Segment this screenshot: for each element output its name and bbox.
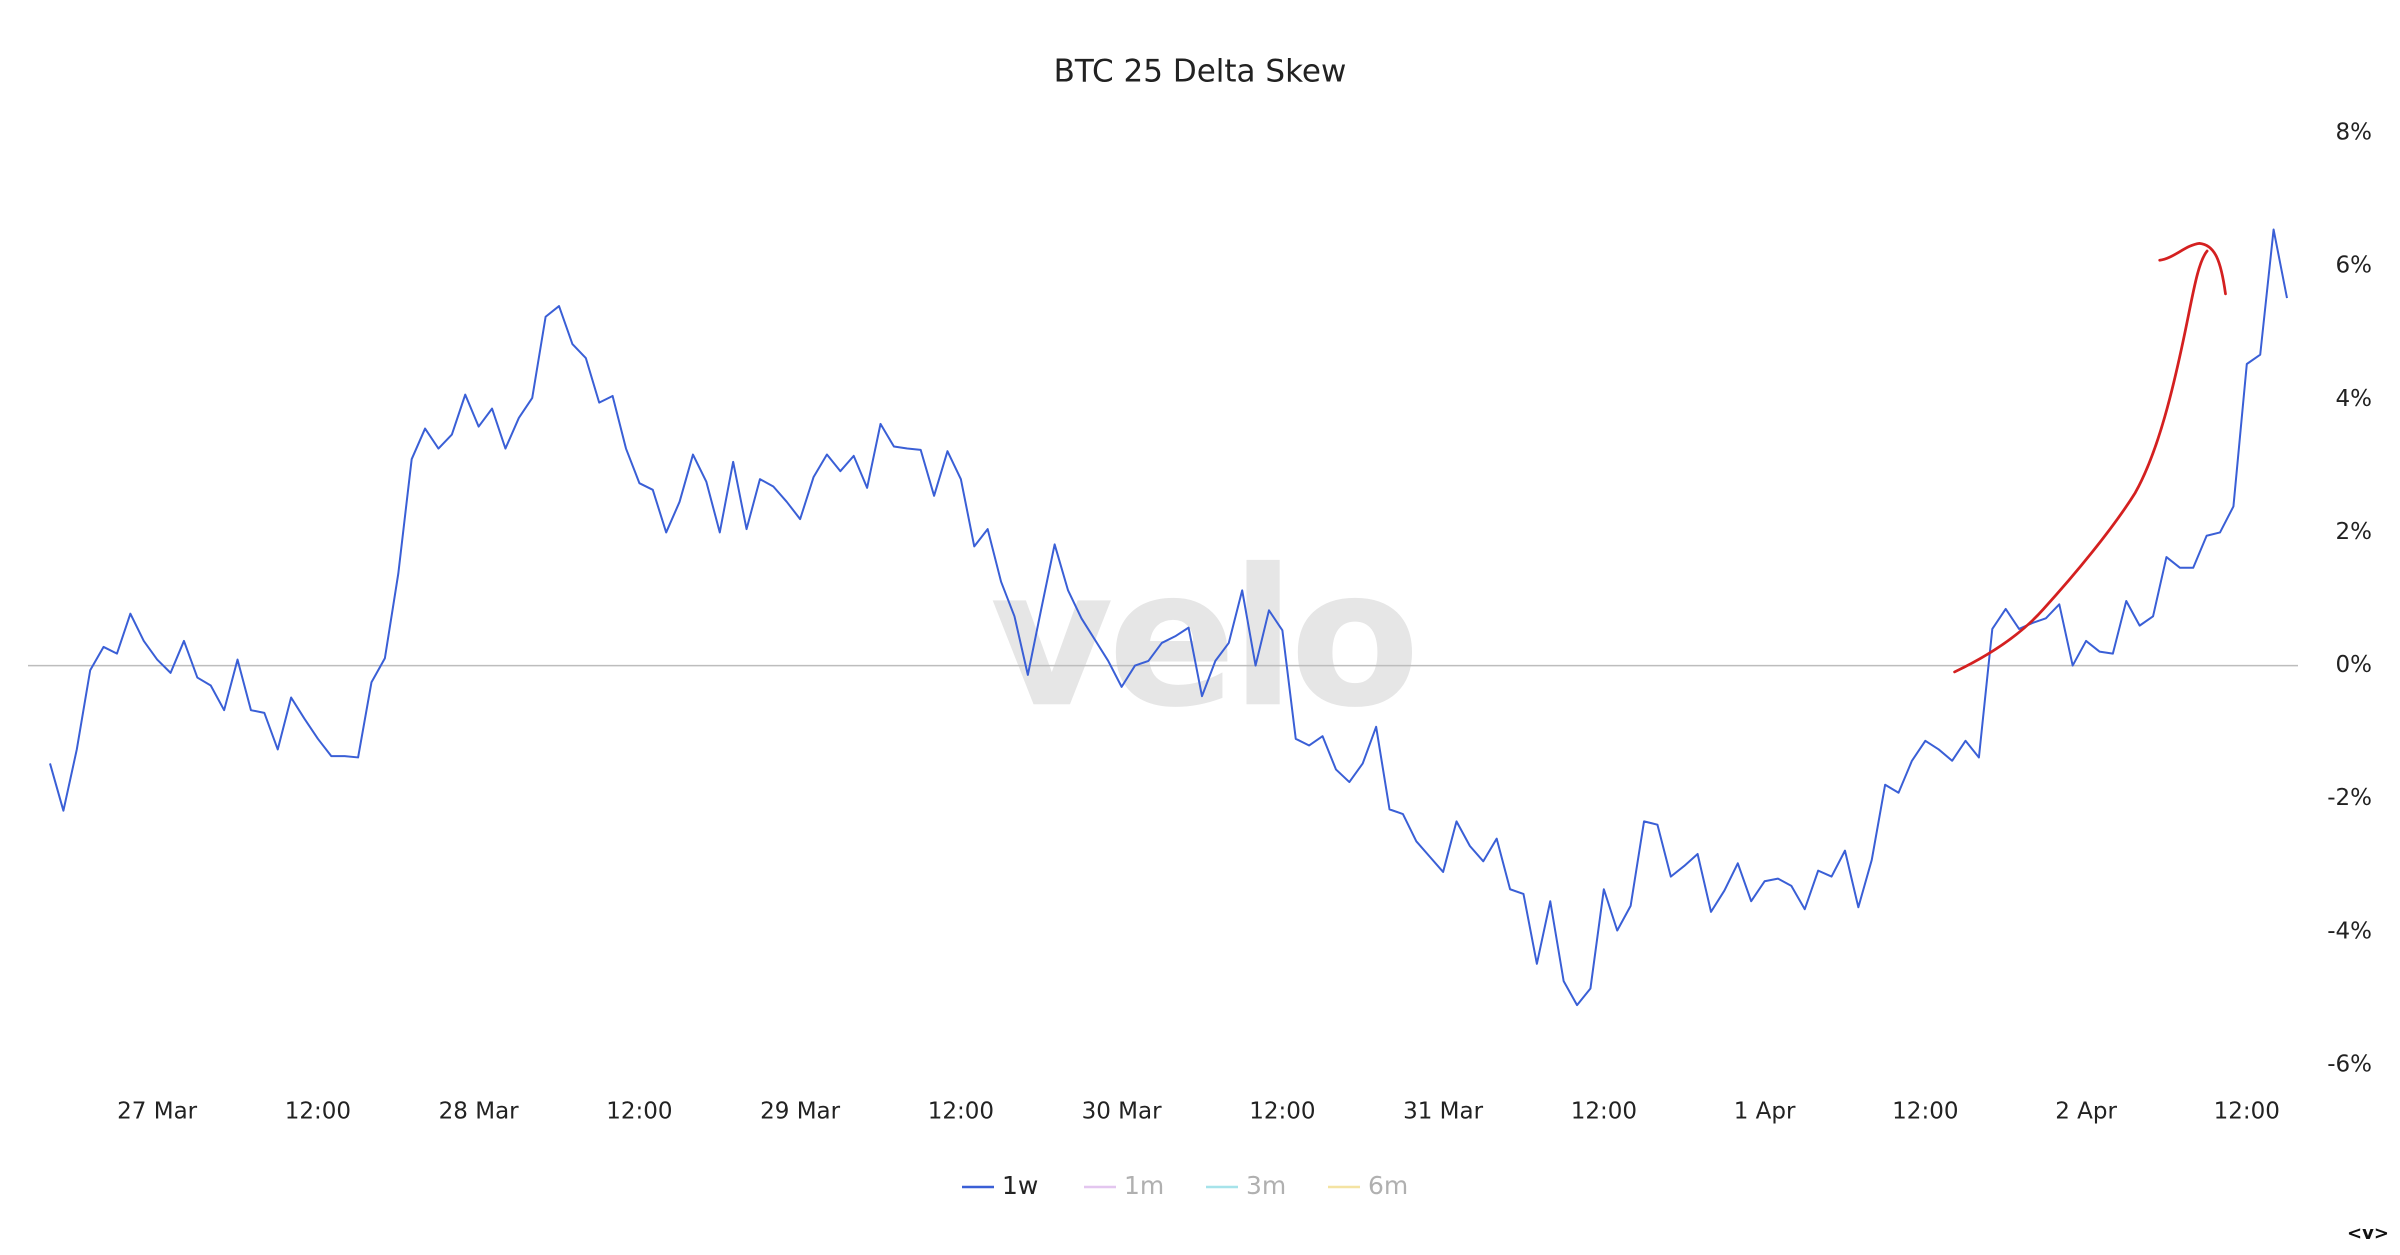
annotation-arrow-head — [2158, 241, 2227, 296]
x-tick-label: 12:00 — [2214, 1099, 2280, 1125]
x-tick-label: 12:00 — [1249, 1099, 1315, 1125]
watermark: velo — [990, 528, 1414, 749]
y-tick-label: -2% — [2327, 785, 2372, 811]
annotation-arrow — [1953, 249, 2209, 674]
legend-item[interactable]: 1m — [1084, 1171, 1164, 1200]
legend-item[interactable]: 1w — [962, 1171, 1038, 1200]
x-tick-label: 28 Mar — [439, 1099, 520, 1125]
x-tick-label: 29 Mar — [760, 1099, 841, 1125]
x-tick-label: 2 Apr — [2055, 1099, 2117, 1125]
annotation — [1953, 241, 2227, 674]
y-tick-label: -4% — [2327, 918, 2372, 944]
chart-title: BTC 25 Delta Skew — [1054, 54, 1347, 90]
legend-item[interactable]: 6m — [1328, 1171, 1408, 1200]
x-tick-label: 30 Mar — [1082, 1099, 1163, 1125]
y-tick-label: 6% — [2336, 253, 2373, 279]
y-tick-label: -6% — [2327, 1052, 2372, 1078]
x-tick-label: 27 Mar — [117, 1099, 198, 1125]
x-tick-label: 12:00 — [1892, 1099, 1958, 1125]
legend-label: 3m — [1246, 1171, 1286, 1200]
y-tick-label: 0% — [2336, 652, 2373, 678]
legend-label: 1m — [1124, 1171, 1164, 1200]
series-line — [49, 228, 2288, 1007]
x-tick-label: 31 Mar — [1403, 1099, 1484, 1125]
y-tick-label: 4% — [2336, 386, 2373, 412]
legend-item[interactable]: 3m — [1206, 1171, 1286, 1200]
x-tick-label: 12:00 — [928, 1099, 994, 1125]
plot-area: -6% -4% -2% 0% 2% 4% 6% 8% 27 Mar 12:00 28 Mar 12:0… — [28, 120, 2372, 1125]
x-tick-label: 1 Apr — [1734, 1099, 1796, 1125]
y-tick-label: 2% — [2336, 519, 2373, 545]
legend: 1w 1m 3m 6m — [962, 1171, 1408, 1200]
y-tick-label: 8% — [2336, 120, 2373, 146]
corner-label: <v> — [2347, 1223, 2389, 1244]
x-tick-label: 12:00 — [285, 1099, 351, 1125]
legend-label: 1w — [1002, 1171, 1038, 1200]
legend-label: 6m — [1368, 1171, 1408, 1200]
x-tick-label: 12:00 — [1571, 1099, 1637, 1125]
x-tick-label: 12:00 — [606, 1099, 672, 1125]
